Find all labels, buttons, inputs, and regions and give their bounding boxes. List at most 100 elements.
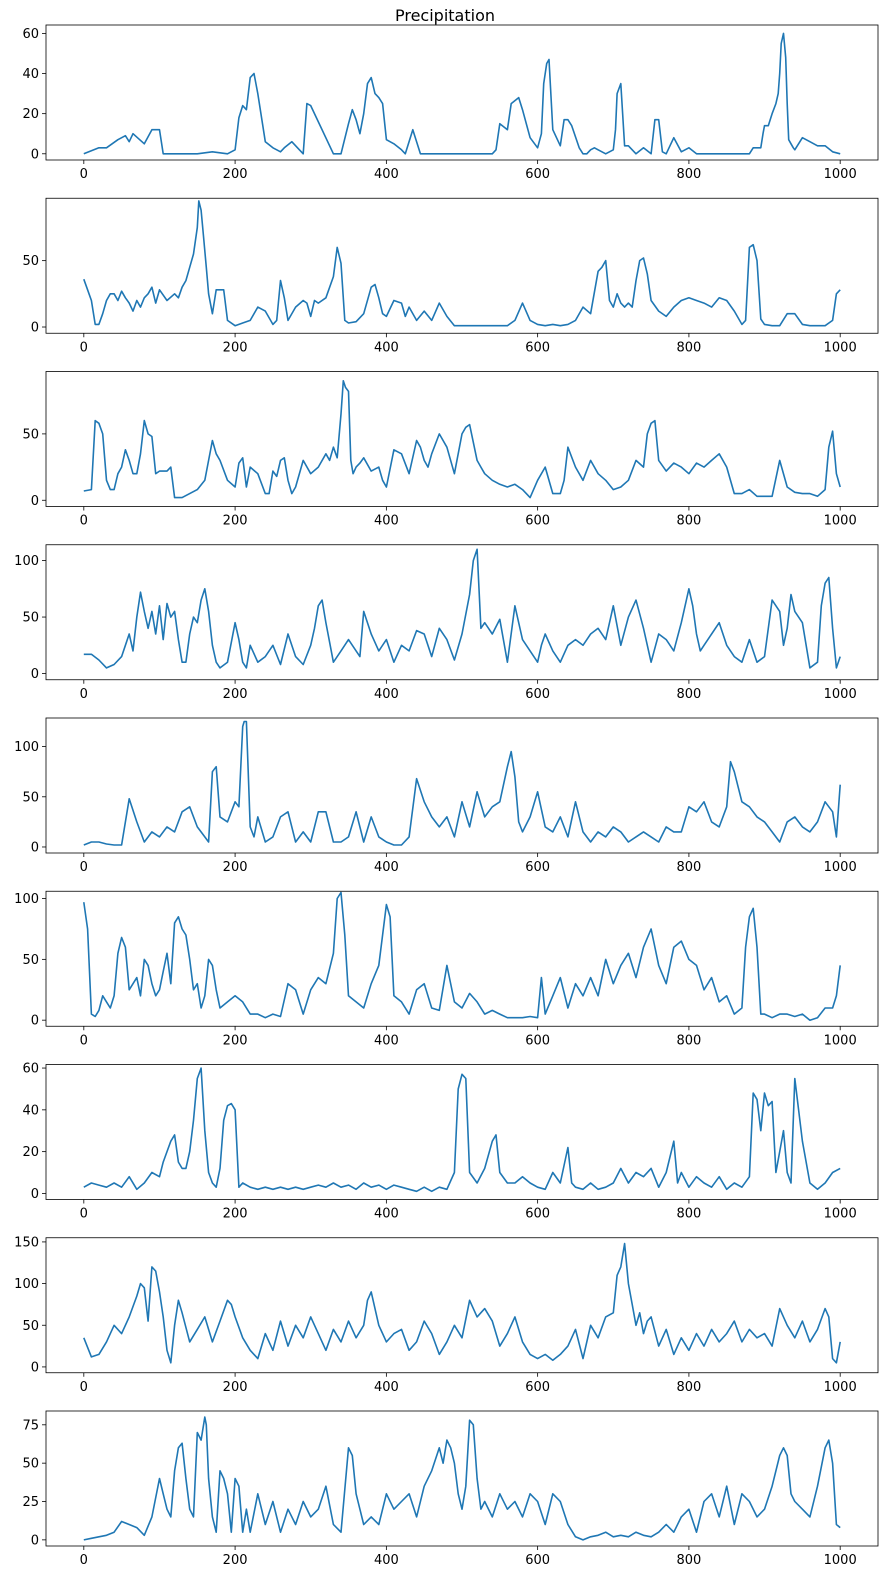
- x-tick-label: 800: [676, 860, 701, 875]
- x-tick-label: 200: [223, 167, 248, 182]
- y-tick-label: 0: [31, 321, 39, 336]
- data-series-line-1-1: [83, 32, 841, 155]
- axes-frame: [45, 1410, 879, 1547]
- y-tick-label: 50: [22, 611, 39, 626]
- x-tick-label: 200: [223, 1207, 248, 1222]
- x-tick-label: 1000: [824, 687, 857, 702]
- x-tick-label: 1000: [824, 1207, 857, 1222]
- x-tick-label: 200: [223, 860, 248, 875]
- x-tick-label: 600: [525, 1553, 550, 1568]
- y-tick-label: 0: [31, 840, 39, 855]
- x-tick-label: 400: [374, 687, 399, 702]
- x-tick-label: 800: [676, 167, 701, 182]
- axes-frame: [45, 24, 879, 161]
- subplot-7: 0 200 400 600 800 1000 0 20 40 60: [22, 1062, 879, 1222]
- y-tick-label: 50: [22, 1457, 39, 1472]
- y-tick-label: 60: [22, 27, 39, 42]
- y-tick-label: 0: [31, 494, 39, 509]
- axes-frame: [45, 890, 879, 1027]
- y-tick-label: 0: [31, 1533, 39, 1548]
- subplot-6: 0 200 400 600 800 1000 0 50 100: [14, 890, 879, 1048]
- x-tick-label: 1000: [824, 1380, 857, 1395]
- axes-frame: [45, 544, 879, 681]
- data-series-line-5-1: [83, 720, 841, 846]
- subplot-8: 0 200 400 600 800 1000 0 50 100 150: [14, 1235, 879, 1395]
- x-tick-label: 0: [80, 167, 88, 182]
- x-tick-label: 600: [525, 860, 550, 875]
- x-tick-label: 0: [80, 1207, 88, 1222]
- x-tick-label: 800: [676, 514, 701, 529]
- subplot-4: 0 200 400 600 800 1000 0 50 100: [14, 544, 879, 702]
- x-tick-label: 800: [676, 687, 701, 702]
- y-tick-label: 0: [31, 1360, 39, 1375]
- y-tick-label: 25: [22, 1495, 39, 1510]
- x-tick-label: 0: [80, 1380, 88, 1395]
- x-tick-label: 0: [80, 860, 88, 875]
- x-tick-label: 600: [525, 1207, 550, 1222]
- y-tick-label: 0: [31, 147, 39, 162]
- data-series-line-4-1: [83, 548, 841, 669]
- axes-frame: [45, 717, 879, 854]
- y-tick-label: 60: [22, 1062, 39, 1077]
- x-tick-label: 0: [80, 1553, 88, 1568]
- x-tick-label: 400: [374, 340, 399, 355]
- x-tick-label: 800: [676, 1207, 701, 1222]
- y-tick-label: 0: [31, 1014, 39, 1029]
- y-tick-label: 20: [22, 107, 39, 122]
- x-tick-label: 800: [676, 1380, 701, 1395]
- data-series-line-6-1: [83, 891, 841, 1022]
- data-series-line-9-1: [83, 1416, 841, 1541]
- y-tick-label: 100: [14, 892, 39, 907]
- subplot-3: 0 200 400 600 800 1000 0 50: [22, 371, 879, 529]
- x-tick-label: 1000: [824, 167, 857, 182]
- data-series-line-3-1: [83, 379, 841, 499]
- x-tick-label: 200: [223, 1553, 248, 1568]
- x-tick-label: 0: [80, 514, 88, 529]
- x-tick-label: 200: [223, 1380, 248, 1395]
- x-tick-label: 800: [676, 1553, 701, 1568]
- subplot-1: 0 200 400 600 800 1000 0 20 40 60: [22, 24, 879, 182]
- x-tick-label: 600: [525, 1033, 550, 1048]
- y-tick-label: 20: [22, 1145, 39, 1160]
- x-tick-label: 800: [676, 340, 701, 355]
- x-tick-label: 400: [374, 1207, 399, 1222]
- figure-title: Precipitation: [394, 6, 495, 25]
- axes-frame: [45, 371, 879, 507]
- x-tick-label: 1000: [824, 860, 857, 875]
- x-tick-label: 600: [525, 687, 550, 702]
- data-series-line-8-1: [83, 1242, 841, 1364]
- y-tick-label: 100: [14, 1277, 39, 1292]
- y-tick-label: 0: [31, 1187, 39, 1202]
- x-tick-label: 0: [80, 1033, 88, 1048]
- y-tick-label: 40: [22, 67, 39, 82]
- axes-frame: [45, 197, 879, 334]
- x-tick-label: 800: [676, 1033, 701, 1048]
- axes-frame: [45, 1064, 879, 1200]
- x-tick-label: 200: [223, 687, 248, 702]
- x-tick-label: 400: [374, 167, 399, 182]
- data-series-line-2-1: [83, 200, 841, 327]
- axes-frame: [45, 1237, 879, 1374]
- y-tick-label: 50: [22, 953, 39, 968]
- x-tick-label: 600: [525, 340, 550, 355]
- x-tick-label: 400: [374, 1033, 399, 1048]
- x-tick-label: 400: [374, 1380, 399, 1395]
- subplot-5: 0 200 400 600 800 1000 0 50 100: [14, 717, 879, 875]
- x-tick-label: 200: [223, 1033, 248, 1048]
- y-tick-label: 150: [14, 1235, 39, 1250]
- x-tick-label: 200: [223, 514, 248, 529]
- x-tick-label: 400: [374, 860, 399, 875]
- y-tick-label: 50: [22, 790, 39, 805]
- y-tick-label: 50: [22, 427, 39, 442]
- x-tick-label: 200: [223, 340, 248, 355]
- x-tick-label: 600: [525, 514, 550, 529]
- x-tick-label: 600: [525, 167, 550, 182]
- x-tick-label: 0: [80, 340, 88, 355]
- y-tick-label: 40: [22, 1103, 39, 1118]
- x-tick-label: 1000: [824, 340, 857, 355]
- y-tick-label: 50: [22, 254, 39, 269]
- x-tick-label: 600: [525, 1380, 550, 1395]
- data-series-line-7-1: [83, 1067, 841, 1193]
- x-tick-label: 1000: [824, 1553, 857, 1568]
